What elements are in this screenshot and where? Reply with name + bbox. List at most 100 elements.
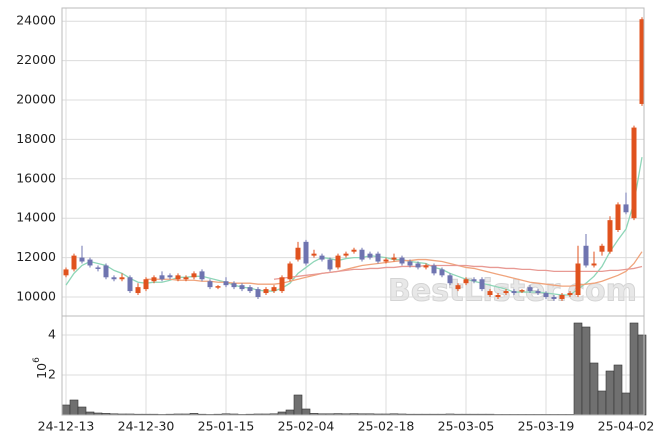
candle-body	[407, 261, 413, 266]
candle-body	[575, 263, 581, 296]
y2-tick-label: 2	[48, 367, 56, 382]
x-tick-label: 25-03-19	[518, 419, 575, 434]
candle-body	[119, 277, 125, 280]
candle-body	[543, 293, 549, 297]
x-tick-label: 25-03-05	[438, 419, 495, 434]
scale-exponent: 6	[32, 357, 42, 363]
volume-bar	[61, 404, 71, 416]
candle-body	[63, 269, 69, 276]
candle-body	[279, 277, 285, 292]
candle-body	[591, 263, 597, 266]
y-tick-label: 20000	[16, 91, 56, 106]
x-tick-label: 24-12-30	[118, 419, 175, 434]
y-tick-label: 10000	[16, 288, 56, 303]
candle-body	[639, 19, 645, 104]
x-tick-label: 25-01-15	[198, 419, 255, 434]
candle-body	[79, 257, 85, 262]
candle-body	[391, 257, 397, 260]
candle-body	[447, 275, 453, 284]
candle-body	[367, 253, 373, 258]
candle-body	[287, 263, 293, 280]
volume-bar	[77, 406, 87, 416]
candle-body	[479, 279, 485, 290]
candle-body	[319, 255, 325, 260]
candle-body	[327, 259, 333, 270]
candle-body	[183, 277, 189, 280]
candle-body	[335, 255, 341, 268]
y-tick-label: 18000	[16, 131, 56, 146]
candle-body	[375, 253, 381, 262]
y-tick-label: 12000	[16, 249, 56, 264]
candle-body	[135, 287, 141, 294]
candle-body	[519, 290, 525, 292]
candle-body	[231, 283, 237, 288]
y-tick-label: 22000	[16, 52, 56, 67]
x-tick-label: 24-12-13	[38, 419, 95, 434]
candle-body	[383, 259, 389, 262]
candle-body	[351, 249, 357, 252]
candle-body	[431, 265, 437, 274]
y-tick-label: 16000	[16, 170, 56, 185]
candle-body	[439, 269, 445, 276]
volume-bar	[301, 408, 311, 416]
candle-body	[311, 253, 317, 256]
candle-body	[167, 275, 173, 278]
candle-body	[463, 279, 469, 284]
candle-body	[399, 257, 405, 264]
scale-base: 10	[34, 363, 49, 379]
candle-body	[343, 253, 349, 256]
candle-body	[495, 295, 501, 297]
candle-body	[359, 249, 365, 260]
y2-tick-label: 4	[48, 327, 56, 342]
candle-body	[527, 287, 533, 292]
x-tick-label: 25-02-18	[358, 419, 415, 434]
candle-body	[631, 127, 637, 219]
candle-body	[607, 220, 613, 252]
volume-bar	[589, 362, 599, 416]
volume-bar	[69, 399, 79, 416]
candle-body	[503, 291, 509, 294]
moving-average-line	[273, 264, 643, 280]
volume-bar	[597, 390, 607, 416]
candle-body	[303, 241, 309, 264]
x-tick-label: 25-02-04	[278, 419, 335, 434]
candle-body	[415, 263, 421, 268]
y-tick-label: 14000	[16, 210, 56, 225]
candle-body	[95, 267, 101, 269]
candle-body	[175, 275, 181, 280]
candle-body	[271, 287, 277, 292]
candle-body	[87, 259, 93, 266]
x-tick-label: 25-04-02	[598, 419, 655, 434]
candle-body	[615, 204, 621, 231]
candle-body	[295, 247, 301, 260]
candle-body	[567, 293, 573, 296]
candle-body	[263, 289, 269, 294]
candle-body	[223, 281, 229, 286]
candle-body	[127, 277, 133, 292]
candle-body	[623, 204, 629, 213]
candle-body	[207, 281, 213, 288]
candle-body	[143, 279, 149, 290]
volume-bar	[613, 364, 623, 416]
volume-bar	[629, 322, 639, 416]
volume-bar	[637, 334, 647, 416]
candle-body	[247, 287, 253, 292]
volume-bar	[285, 409, 295, 416]
candle-body	[191, 273, 197, 278]
candle-body	[583, 245, 589, 266]
candle-body	[103, 265, 109, 278]
candle-body	[111, 277, 117, 280]
candle-body	[535, 291, 541, 294]
candle-body	[255, 289, 261, 297]
candle-body	[159, 275, 165, 280]
candle-body	[239, 285, 245, 290]
candle-body	[199, 271, 205, 280]
volume-frame	[61, 315, 645, 416]
candle-body	[559, 295, 565, 299]
volume-scale-label: 106	[32, 357, 49, 379]
volume-bar	[581, 326, 591, 416]
candle-body	[215, 286, 221, 288]
y-tick-label: 24000	[16, 13, 56, 28]
candle-body	[455, 285, 461, 290]
